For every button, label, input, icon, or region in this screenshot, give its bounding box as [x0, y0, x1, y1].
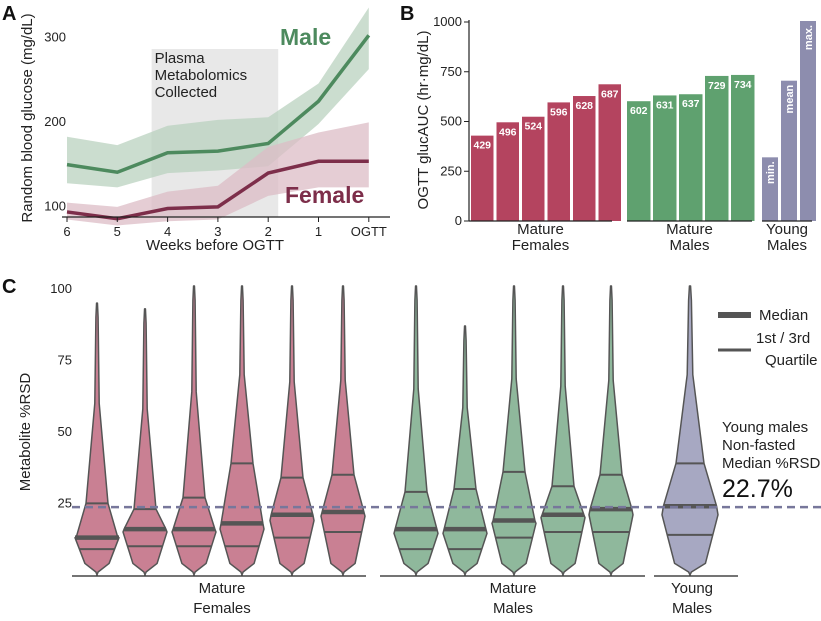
y-tick-label: 300 — [44, 29, 66, 44]
y-tick-label: 750 — [440, 64, 462, 79]
bar-label: 687 — [601, 88, 619, 100]
panel-label-c: C — [2, 276, 16, 298]
bar — [547, 102, 570, 221]
x-tick-label: 1 — [315, 224, 322, 239]
bar-label: 524 — [524, 121, 542, 133]
bar — [731, 74, 755, 222]
bar — [781, 80, 797, 221]
shaded-region-label: Metabolomics — [155, 67, 248, 84]
x-tick-label: 3 — [214, 224, 221, 239]
bar-label: 729 — [708, 80, 726, 92]
panel-c-violin-chart: C 25 50 75 100 Metabolite %RSD Young malesNon-… — [2, 276, 821, 617]
bar-label: 596 — [550, 106, 568, 118]
x-tick-label: 5 — [114, 224, 121, 239]
y-tick-label: 75 — [58, 353, 72, 368]
y-tick-label: 50 — [58, 424, 72, 439]
group-label: Males — [493, 600, 533, 617]
group-label: Females — [193, 600, 251, 617]
reference-note: Non-fasted — [722, 437, 795, 454]
bar — [573, 96, 596, 221]
y-axis-title: Metabolite %RSD — [17, 373, 34, 492]
series-line-male — [66, 34, 371, 175]
shaded-region-label: Collected — [155, 84, 218, 101]
bar — [653, 95, 677, 221]
group-label: Females — [512, 237, 570, 254]
ci-band-female — [67, 122, 369, 226]
x-axis-title: Weeks before OGTT — [146, 237, 284, 254]
x-tick-label: 2 — [265, 224, 272, 239]
reference-note: Median %RSD — [722, 455, 821, 472]
series-label-female: Female — [285, 182, 364, 208]
bar-label: 628 — [575, 100, 593, 112]
group-label: Males — [767, 237, 807, 254]
reference-value: 22.7% — [722, 475, 793, 503]
bar-label: max. — [803, 25, 815, 50]
bar — [471, 135, 494, 221]
x-tick-label: 6 — [63, 224, 70, 239]
violin — [393, 285, 439, 576]
legend-median-label: Median — [759, 307, 808, 324]
group-label: Mature — [490, 580, 537, 597]
group-label: Males — [672, 600, 712, 617]
y-tick-label: 25 — [58, 496, 72, 511]
violin — [171, 285, 217, 576]
panel-label-a: A — [2, 3, 16, 25]
group-label: Mature — [666, 221, 713, 238]
bar — [705, 75, 729, 221]
y-tick-label: 0 — [455, 213, 462, 228]
bar-label: 637 — [682, 98, 700, 110]
panel-label-b: B — [400, 3, 414, 25]
bar-label: 602 — [630, 105, 648, 117]
y-tick-label: 1000 — [433, 14, 462, 29]
bar — [800, 21, 816, 221]
group-label: Young — [766, 221, 808, 238]
violin — [219, 285, 265, 576]
y-axis-title: Random blood glucose (mg/dL) — [19, 13, 36, 222]
x-tick-label: OGTT — [351, 224, 387, 239]
violin — [122, 308, 168, 576]
reference-note: Young males — [722, 419, 808, 436]
legend-quartile-label: Quartile — [765, 352, 818, 369]
y-axis-title: OGTT glucAUC (hr·mg/dL) — [415, 31, 432, 210]
bar — [598, 84, 621, 221]
group-label: Mature — [517, 221, 564, 238]
y-tick-label: 100 — [44, 198, 66, 213]
y-tick-label: 200 — [44, 114, 66, 129]
y-tick-label: 500 — [440, 114, 462, 129]
violin — [491, 285, 537, 576]
violin — [74, 302, 120, 576]
legend-quartile-label: 1st / 3rd — [756, 330, 810, 347]
violin — [320, 285, 366, 576]
violin — [661, 285, 719, 576]
bar — [762, 157, 778, 221]
series-label-male: Male — [280, 24, 331, 50]
shaded-region-label: Plasma — [155, 50, 206, 67]
bar — [496, 122, 519, 221]
violin — [442, 325, 488, 576]
bar-label: 734 — [734, 79, 752, 91]
group-label: Young — [671, 580, 713, 597]
bar — [679, 94, 703, 221]
group-label: Mature — [199, 580, 246, 597]
y-tick-label: 100 — [50, 281, 72, 296]
bar-label: mean — [784, 84, 796, 113]
violin — [588, 285, 634, 576]
bar-label: 631 — [656, 99, 674, 111]
bar — [522, 116, 545, 221]
bar-label: 496 — [499, 126, 517, 138]
violin — [269, 285, 315, 576]
group-label: Males — [669, 237, 709, 254]
violin — [540, 285, 586, 576]
bar-label: 429 — [473, 140, 491, 152]
y-tick-label: 250 — [440, 163, 462, 178]
bar — [627, 101, 651, 221]
bar-label: min. — [765, 161, 777, 184]
x-tick-label: 4 — [164, 224, 171, 239]
